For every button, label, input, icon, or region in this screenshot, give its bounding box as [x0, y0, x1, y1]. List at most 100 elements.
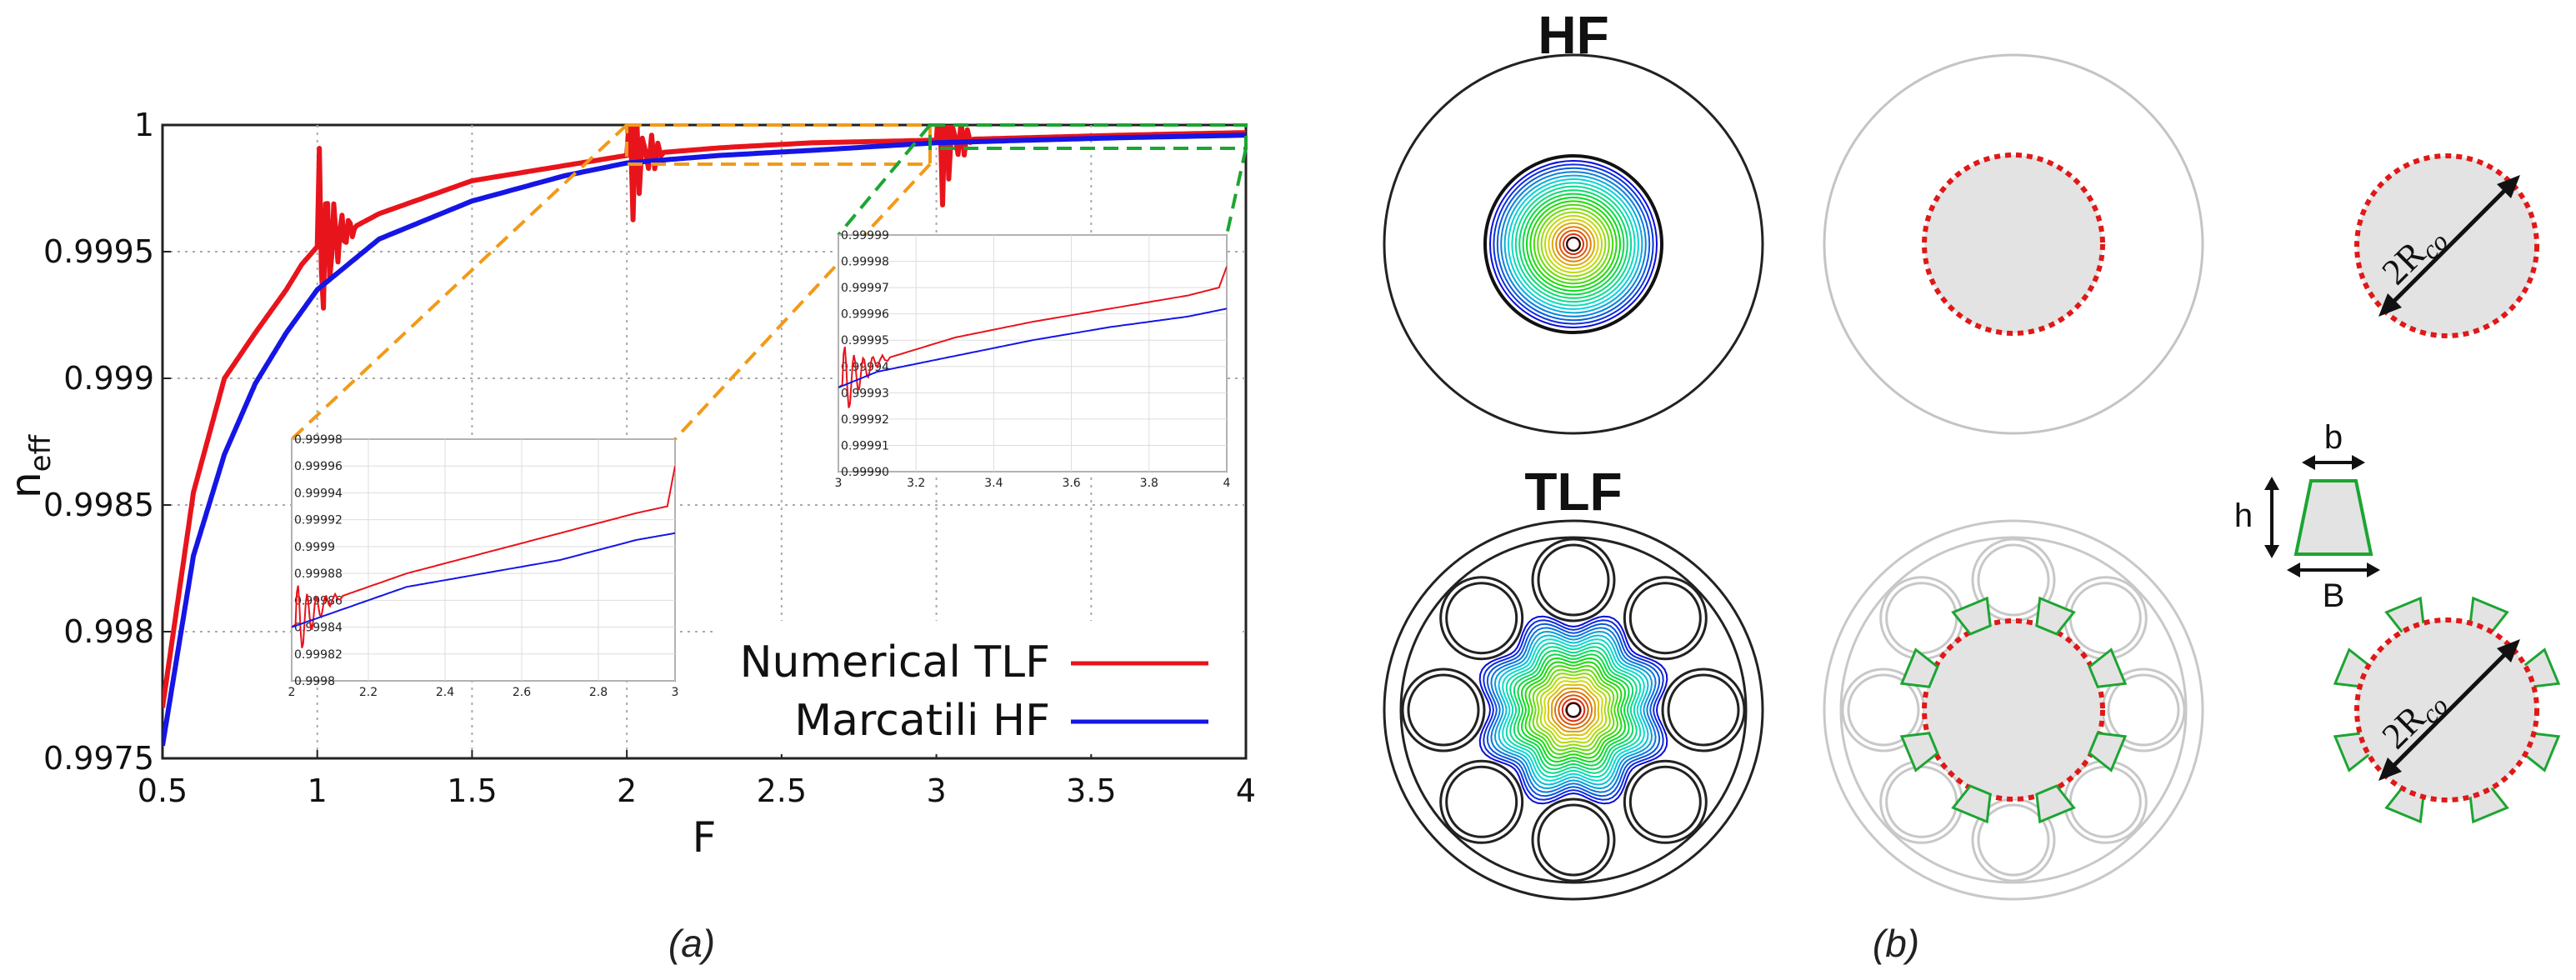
x-tick-labels: 0.5 1 1.5 2 2.5 3 3.5 4 — [138, 772, 1256, 809]
tlf-contour-ring — [1505, 642, 1642, 778]
in1-y-tick-label: 0.9998 — [294, 675, 335, 688]
inset-2-series-numerical-tlf — [838, 266, 1227, 408]
hf-contour-ring — [1555, 226, 1592, 262]
y-tick-label: 1 — [134, 107, 154, 143]
hf-geometry-diagram — [1823, 53, 2204, 435]
y-axis-label-sub: eff — [24, 433, 58, 472]
tlf-title: TLF — [1524, 462, 1622, 522]
x-tick-label: 1 — [308, 772, 328, 809]
hf-contour-ring — [1529, 200, 1618, 288]
hf-contour-ring — [1551, 222, 1596, 267]
tlf-contact-trapezoid — [1899, 732, 1939, 772]
hf-contour-ring — [1514, 185, 1633, 303]
tlf-tube-inner — [1537, 803, 1610, 877]
tlf-contour-ring — [1561, 698, 1586, 722]
tlf-contour-ring — [1502, 638, 1645, 782]
hf-mode-contours — [1489, 160, 1658, 328]
inset-chart-2: 3 3.2 3.4 3.6 3.8 4 0.99990 0.99991 0.99992 0.99… — [835, 229, 1231, 490]
hf-contour-center — [1566, 237, 1581, 252]
inset-2-grid — [838, 234, 1228, 472]
tlf-contact-trapezoid — [2088, 732, 2128, 772]
hf-contour-ring — [1493, 163, 1654, 325]
hf-mode-field-diagram — [1383, 53, 1764, 435]
y-tick-label: 0.999 — [63, 360, 154, 397]
in2-x-tick-label: 3.8 — [1140, 477, 1158, 490]
in2-y-tick-label: 0.99999 — [841, 229, 889, 242]
inset-2-series-marcatili-hf — [838, 308, 1227, 388]
tlf-mode-field-diagram — [1383, 519, 1764, 901]
y-tick-label: 0.9975 — [43, 740, 154, 777]
x-axis-label: F — [693, 813, 717, 862]
tlf-grey-tube-inner — [2068, 765, 2142, 838]
inset-chart-1: 2 2.2 2.4 2.6 2.8 3 0.9998 0.99982 0.99984 0.999… — [288, 433, 679, 699]
in2-y-tick-label: 0.99992 — [841, 413, 889, 427]
hf-core-dimension: 2Rco — [2354, 153, 2539, 338]
tlf-contour-ring — [1520, 657, 1627, 763]
in1-y-tick-label: 0.99988 — [294, 568, 343, 581]
inset-1-series-marcatili-hf — [292, 532, 675, 628]
tlf-contour-ring — [1536, 672, 1611, 748]
tlf-contour-ring — [1528, 665, 1618, 755]
trapezoid-shape — [2293, 479, 2373, 556]
hf-contour-ring — [1511, 182, 1636, 307]
hf-contour-ring — [1500, 171, 1647, 318]
tlf-grey-tube-inner — [1847, 673, 1920, 747]
in1-y-tick-label: 0.99994 — [294, 487, 343, 500]
in1-x-tick-label: 3 — [672, 686, 679, 699]
tlf-contact-trapezoid — [1951, 596, 1992, 636]
tlf-contact-trapezoids — [1899, 596, 2128, 824]
in2-x-tick-label: 3 — [835, 477, 843, 490]
tlf-contact-trapezoid — [2035, 784, 2076, 824]
hf-contour-ring — [1503, 174, 1643, 314]
caption-b: (b) — [1873, 922, 1919, 965]
in2-x-tick-label: 3.4 — [984, 477, 1003, 490]
in1-y-tick-label: 0.99998 — [294, 433, 343, 447]
tlf-contact-trapezoid — [2035, 596, 2076, 636]
tlf-tube-outer — [1623, 576, 1708, 661]
hf-contour-ring — [1526, 197, 1621, 292]
in2-y-tick-label: 0.99995 — [841, 334, 889, 348]
hf-contour-ring — [1508, 178, 1639, 310]
tlf-contour-ring — [1558, 694, 1589, 726]
tlf-tube-inner — [1445, 582, 1518, 655]
tlf-tube-inner — [1667, 673, 1740, 747]
tlf-contour-ring — [1554, 691, 1593, 729]
x-tick-label: 0.5 — [138, 772, 188, 809]
hf-contour-ring — [1563, 233, 1584, 255]
hf-contour-ring — [1548, 218, 1599, 270]
y-axis-label-main: n — [2, 472, 50, 498]
in2-y-tick-label: 0.99991 — [841, 439, 889, 452]
tlf-grey-tube-inner — [2107, 673, 2180, 747]
tlf-grey-tube-inner — [1885, 765, 1958, 838]
tlf-geometry-diagram — [1823, 519, 2204, 901]
tlf-contact-trapezoid — [1899, 648, 1939, 688]
caption-a: (a) — [668, 922, 715, 965]
tlf-contour-ring — [1486, 622, 1661, 798]
svg-text:neff: neff — [2, 433, 58, 498]
tlf-contour-ring — [1547, 683, 1600, 737]
dim-h-label: h — [2234, 498, 2253, 534]
hf-contour-ring — [1489, 160, 1658, 328]
in1-y-tick-label: 0.99982 — [294, 648, 343, 662]
hf-contour-ring — [1533, 203, 1614, 285]
tlf-contour-ring — [1551, 688, 1596, 732]
x-tick-label: 2.5 — [757, 772, 807, 809]
tlf-contact-trapezoid — [1951, 784, 1992, 824]
tlf-tube-inner — [1628, 582, 1702, 655]
y-tick-labels: 0.9975 0.998 0.9985 0.999 0.9995 1 — [43, 107, 154, 777]
x-tick-label: 2 — [617, 772, 637, 809]
hf-contour-ring — [1522, 192, 1625, 296]
y-tick-label: 0.998 — [63, 613, 154, 650]
tlf-contour-ring — [1493, 630, 1653, 790]
in1-y-tick-label: 0.99996 — [294, 460, 343, 473]
in1-x-tick-label: 2.4 — [436, 686, 454, 699]
tlf-tube-outer — [1439, 576, 1524, 661]
tlf-contour-center — [1566, 702, 1581, 718]
in2-y-tick-label: 0.99998 — [841, 256, 889, 269]
tlf-contour-ring — [1524, 661, 1623, 759]
series-numerical-tlf — [163, 125, 1246, 708]
tlf-tube-inner — [1628, 765, 1702, 838]
tlf-tube-outer — [1439, 759, 1524, 844]
x-tick-label: 3 — [926, 772, 946, 809]
tlf-grey-tube-inner — [2068, 582, 2142, 655]
